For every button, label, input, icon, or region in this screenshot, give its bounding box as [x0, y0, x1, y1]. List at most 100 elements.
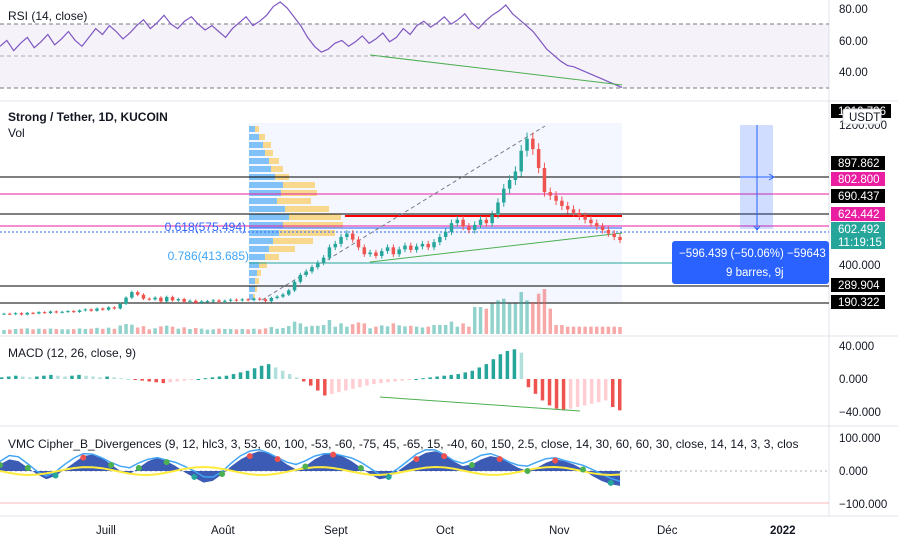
price-tag-802[interactable]: 802.800: [831, 172, 885, 186]
macd-bar: [463, 372, 467, 379]
svg-text:624.442: 624.442: [838, 209, 880, 221]
cipher-dot: [579, 466, 586, 473]
price-tag-current[interactable]: 602.492 11:19:15: [831, 222, 885, 249]
symbol-title: Strong / Tether, 1D, KUCOIN: [8, 110, 168, 124]
volume-bar: [19, 328, 24, 334]
volume-bar: [217, 328, 221, 334]
fib-anchor-line[interactable]: [261, 125, 546, 301]
candle-body: [205, 301, 210, 303]
volume-bar: [571, 326, 576, 334]
volume-bar: [333, 326, 337, 334]
volume-bar: [234, 329, 239, 334]
macd-bar: [435, 376, 439, 379]
macd-bar: [119, 378, 123, 380]
candle-body: [409, 245, 413, 250]
volume-bar: [560, 325, 564, 334]
volume-bar: [519, 292, 523, 334]
candle-body: [101, 308, 105, 310]
time-label-dec: Déc: [657, 525, 678, 537]
measure-tooltip[interactable]: −596.439 (−50.06%) −59643 9 barres, 9j: [672, 241, 829, 284]
macd-bar: [280, 370, 285, 379]
volume-profile-bar-buy: [249, 222, 283, 228]
rsi-divergence-line[interactable]: [369, 54, 623, 86]
volume-profile-bar-sell: [283, 182, 315, 188]
macd-bar: [309, 379, 313, 386]
macd-bar: [301, 379, 306, 382]
volume-profile-bar-buy: [249, 182, 283, 188]
volume-profile-bar-sell: [283, 222, 343, 228]
volume-profile-bar-buy: [249, 238, 273, 244]
macd-bar: [323, 379, 327, 396]
candle-body: [467, 226, 471, 231]
volume-bar: [577, 326, 582, 334]
candle-body: [147, 298, 152, 300]
macd-bar: [105, 376, 109, 379]
candle-body: [589, 219, 593, 224]
volume-bar: [182, 327, 186, 334]
candle-body: [565, 205, 570, 210]
volume-bar: [263, 328, 268, 334]
price-tick-400: 400.000: [839, 260, 881, 272]
volume-profile-bar-sell: [263, 142, 271, 148]
volume-bar: [66, 329, 70, 334]
macd-bar: [224, 375, 229, 379]
price-pane[interactable]: Strong / Tether, 1D, KUCOIN Vol 0.618(57…: [0, 104, 891, 334]
macd-bar: [217, 376, 222, 379]
candle-body: [536, 149, 541, 168]
volume-bar: [147, 329, 152, 334]
volume-profile-bar-sell: [265, 254, 279, 260]
macd-tick-40: 40.000: [839, 341, 874, 353]
cipher-tick-100: 100.000: [839, 433, 881, 445]
macd-pane[interactable]: MACD (12, 26, close, 9) 40.000 0.000 −40…: [0, 341, 881, 419]
price-trendline[interactable]: [369, 232, 623, 263]
volume-bar: [228, 329, 233, 334]
candle-body: [350, 233, 355, 240]
volume-bar: [60, 329, 64, 334]
volume-bar: [531, 302, 535, 334]
time-label-nov: Nov: [549, 525, 570, 537]
volume-bar: [95, 327, 99, 334]
volume-bar: [496, 300, 500, 334]
volume-bar: [426, 326, 430, 334]
candle-body: [19, 313, 24, 315]
price-tag-690[interactable]: 690.437: [831, 189, 885, 203]
candle-body: [385, 247, 390, 252]
price-tag-624[interactable]: 624.442: [831, 207, 885, 221]
volume-bar: [176, 328, 181, 334]
price-tag-190[interactable]: 190.322: [831, 295, 885, 309]
candle-body: [560, 200, 564, 206]
volume-bar: [135, 327, 140, 334]
price-tag-289[interactable]: 289.904: [831, 278, 885, 292]
price-tag-897[interactable]: 897.862: [831, 156, 885, 170]
macd-bar: [7, 376, 11, 379]
volume-bar: [310, 325, 314, 334]
cipher-dot: [413, 456, 420, 463]
candle-body: [60, 311, 64, 313]
currency-badge[interactable]: [842, 108, 882, 125]
macd-bar: [330, 379, 334, 394]
volume-profile-area: [249, 123, 622, 303]
measure-tooltip-line1: −596.439 (−50.06%) −59643: [679, 248, 826, 260]
candle-body: [374, 252, 378, 256]
candle-body: [13, 313, 18, 315]
volume-profile-bar-sell: [269, 246, 295, 252]
volume-profile-bar-sell: [253, 294, 255, 300]
volume-bar: [124, 324, 128, 334]
cipher-pane[interactable]: VMC Cipher_B_Divergences (9, 12, hlc3, 3…: [0, 433, 887, 511]
rsi-line[interactable]: [0, 1, 623, 89]
volume-profile-bar-buy: [249, 134, 259, 140]
macd-divergence-line[interactable]: [379, 396, 581, 412]
rsi-pane[interactable]: RSI (14, close) 80.00 60.00 40.00: [0, 1, 868, 89]
candle-body: [211, 300, 215, 302]
candlesticks[interactable]: [2, 132, 622, 316]
volume-bar: [472, 307, 477, 334]
macd-bar: [182, 379, 187, 381]
macd-bar: [49, 374, 53, 379]
macd-bar: [358, 379, 362, 388]
candle-body: [316, 262, 320, 268]
time-axis[interactable]: Juill Août Sept Oct Nov Déc 2022: [96, 525, 796, 537]
cipher-tick-neg100: −100.000: [839, 499, 887, 511]
volume-bar: [548, 308, 553, 334]
volume-bar: [54, 329, 59, 334]
